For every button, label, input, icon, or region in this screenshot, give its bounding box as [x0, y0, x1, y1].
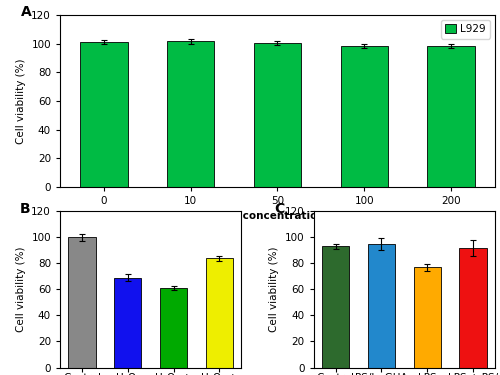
Bar [254, 43, 302, 187]
Bar [460, 248, 487, 368]
X-axis label: PS/hpGHA concentration (µg/mL): PS/hpGHA concentration (µg/mL) [180, 211, 374, 221]
Bar [414, 267, 441, 368]
Text: C: C [274, 202, 284, 216]
Bar [322, 246, 349, 368]
Y-axis label: Cell viability (%): Cell viability (%) [16, 247, 26, 332]
Bar [68, 237, 96, 368]
Bar [428, 46, 475, 187]
Bar [166, 42, 214, 187]
Bar [340, 46, 388, 187]
Bar [80, 42, 128, 187]
Bar [206, 258, 233, 368]
Bar [160, 288, 187, 368]
Legend: L929: L929 [441, 20, 490, 39]
Text: B: B [20, 202, 31, 216]
Y-axis label: Cell viability (%): Cell viability (%) [270, 247, 280, 332]
Bar [368, 244, 395, 368]
Bar [114, 278, 141, 368]
Text: A: A [21, 5, 32, 19]
Y-axis label: Cell viability (%): Cell viability (%) [16, 58, 26, 144]
